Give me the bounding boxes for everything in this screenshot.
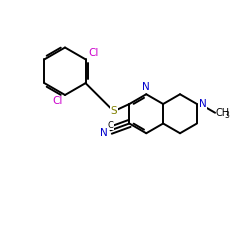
Text: Cl: Cl xyxy=(88,48,99,58)
Text: Cl: Cl xyxy=(52,96,62,106)
Text: N: N xyxy=(142,82,150,92)
Text: CH: CH xyxy=(216,108,230,118)
Text: N: N xyxy=(199,99,207,109)
Text: S: S xyxy=(110,106,117,116)
Text: N: N xyxy=(100,128,108,138)
Text: 3: 3 xyxy=(224,112,229,120)
Text: C: C xyxy=(108,121,114,130)
